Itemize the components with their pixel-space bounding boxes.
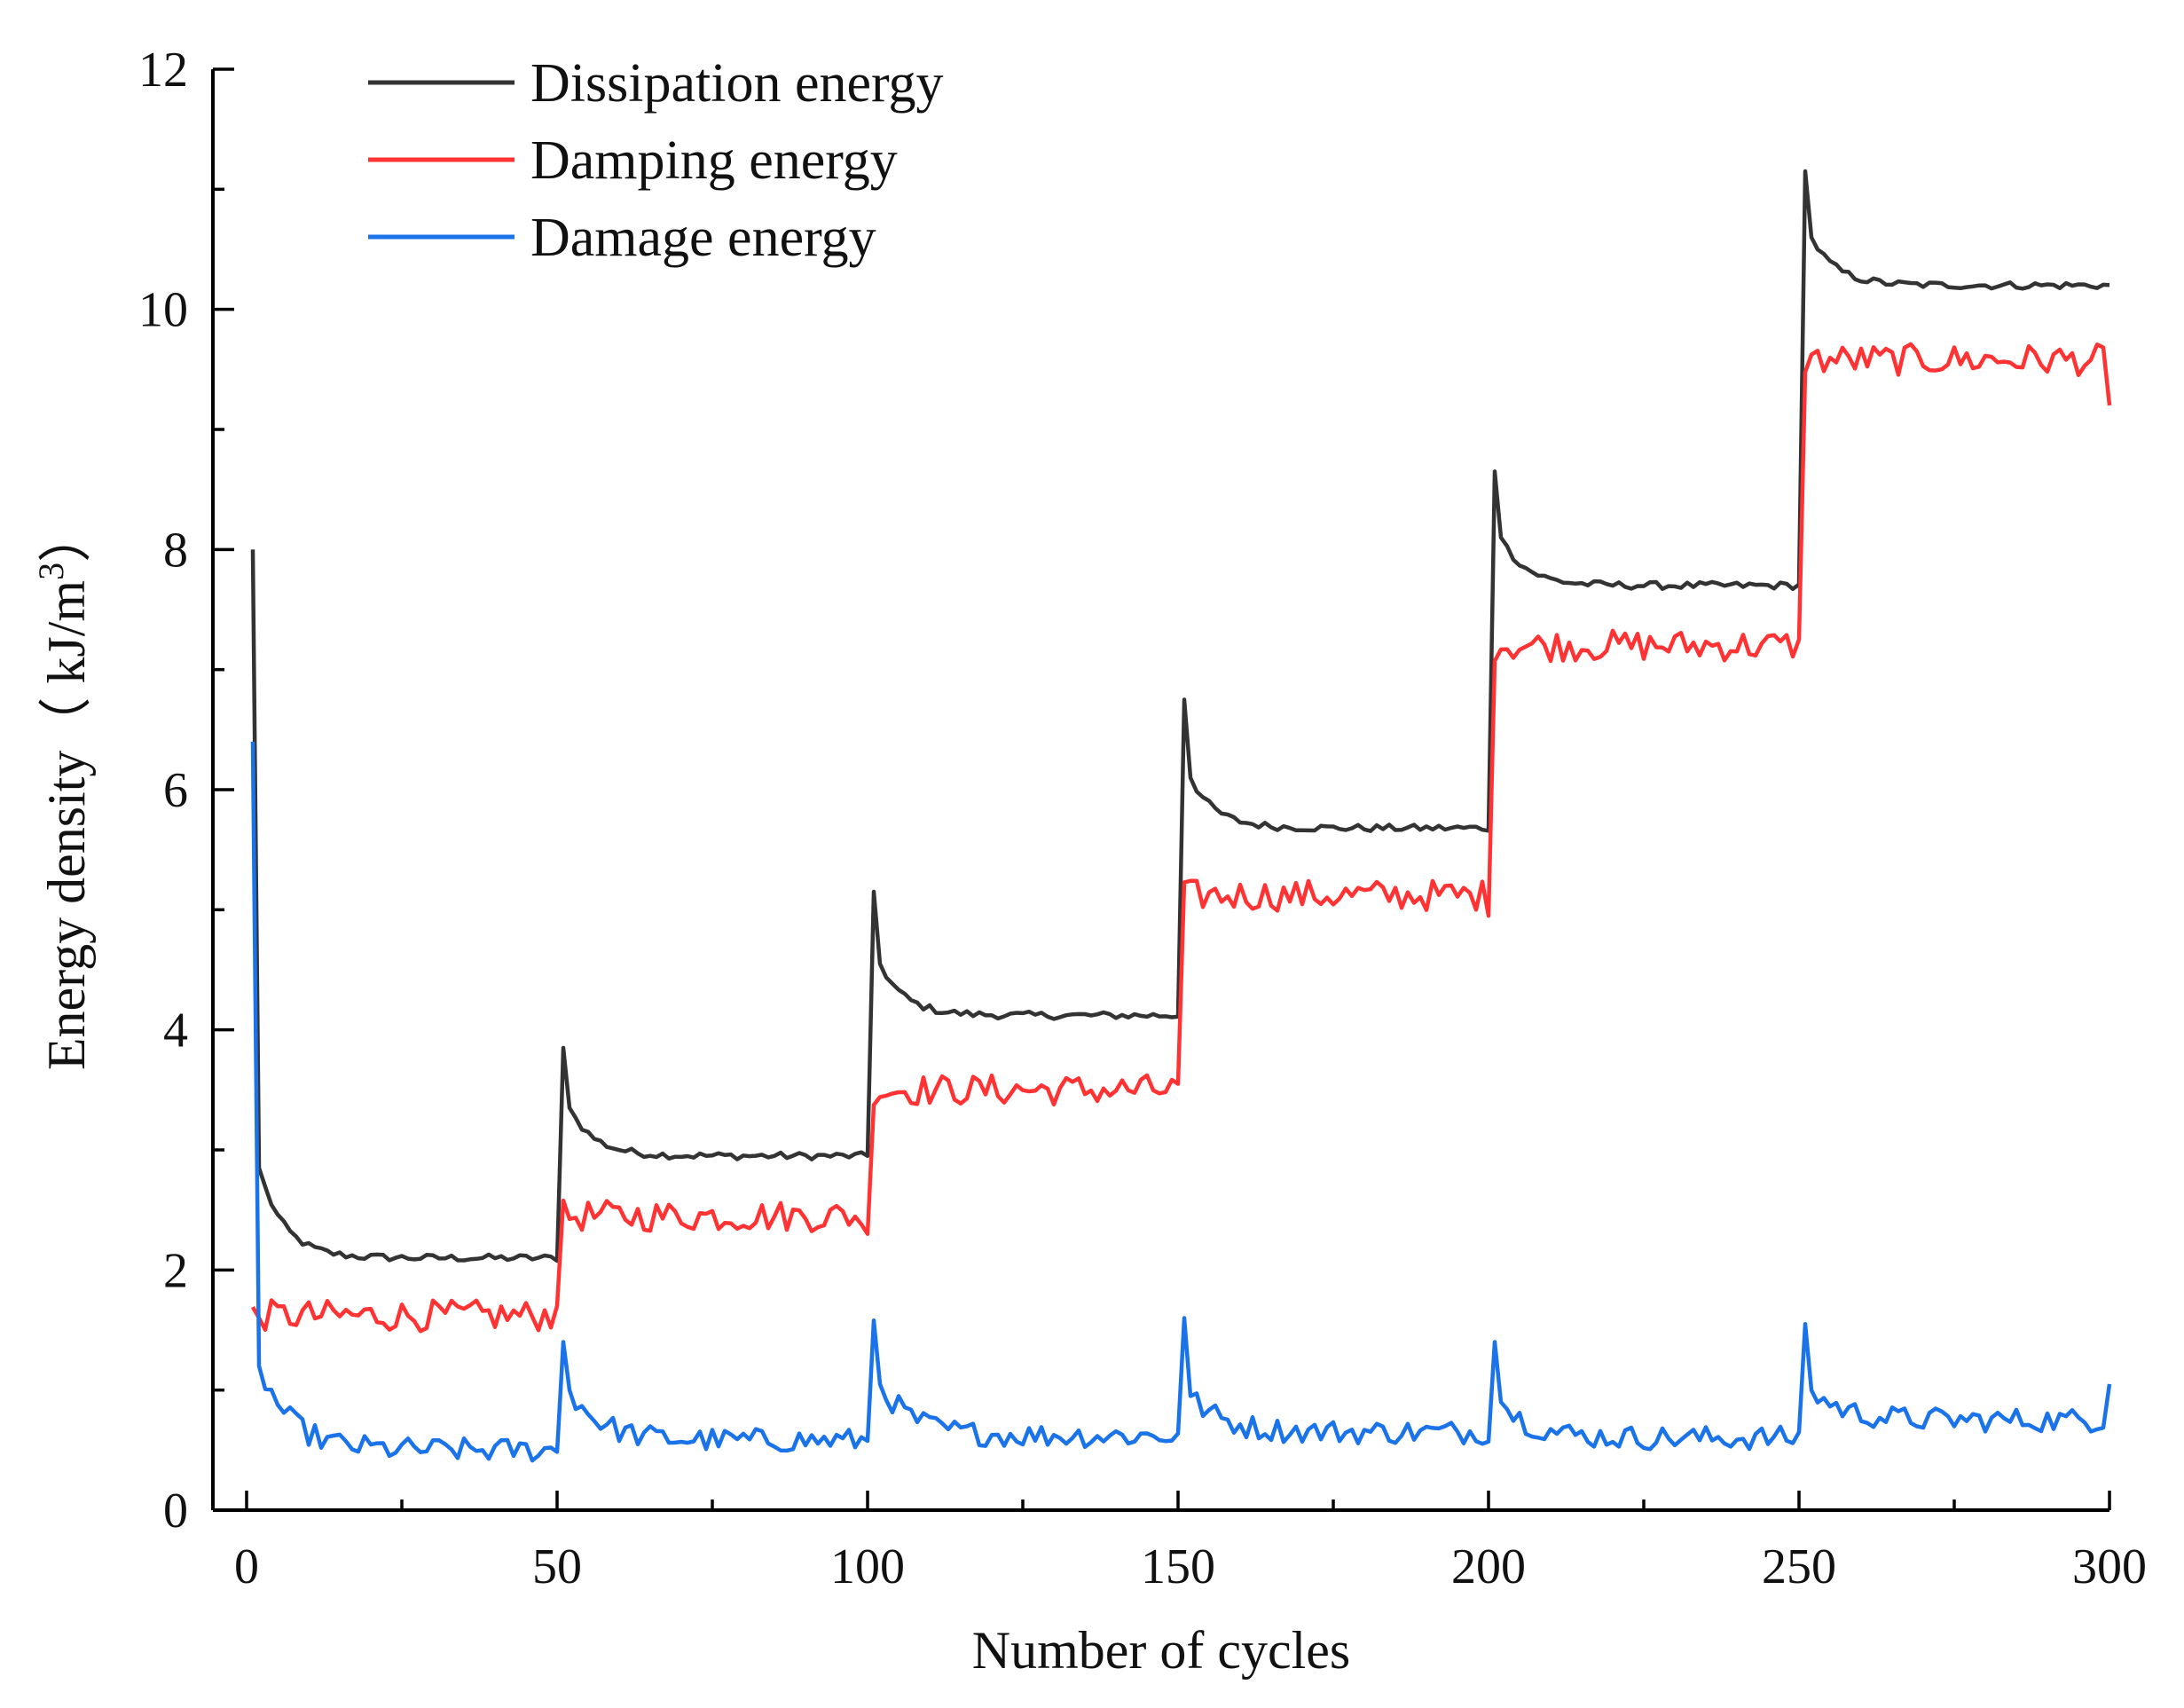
series-line-damage — [250, 741, 2112, 1463]
legend-label-dissipation: Dissipation energy — [530, 53, 944, 114]
y-tick-label: 8 — [163, 523, 188, 578]
series-line-dissipation — [250, 169, 2110, 1263]
x-tick-label: 150 — [1141, 1539, 1215, 1594]
x-axis-title: Number of cycles — [972, 1621, 1351, 1680]
legend-item-damping: Damping energy — [368, 130, 898, 191]
y-tick-label: 10 — [138, 283, 188, 338]
y-tick-label: 6 — [163, 763, 188, 818]
x-tick-label: 50 — [532, 1539, 582, 1594]
y-tick-label: 0 — [163, 1484, 188, 1539]
y-tick-label: 4 — [163, 1004, 188, 1059]
y-tick-label: 2 — [163, 1243, 188, 1298]
x-tick-label: 0 — [234, 1539, 259, 1594]
x-tick-label: 250 — [1762, 1539, 1836, 1594]
y-axis-title-main: Energy density（ kJ/m — [37, 580, 96, 1070]
y-axis-title-superscript: 3 — [31, 563, 71, 580]
y-axis-title: Energy density（ kJ/m3） — [31, 509, 96, 1070]
ticks-group: 0 50 100 150 200 250 300 0 2 4 6 8 10 12 — [138, 43, 2147, 1594]
axes-group — [211, 69, 2109, 1512]
legend-item-damage: Damage energy — [368, 208, 876, 268]
x-tick-label: 100 — [830, 1539, 905, 1594]
legend-label-damage: Damage energy — [530, 208, 876, 268]
y-axis-title-close: ） — [37, 509, 96, 563]
x-tick-label: 300 — [2072, 1539, 2147, 1594]
legend: Dissipation energy Damping energy Damage… — [368, 53, 944, 268]
x-tick-label: 200 — [1451, 1539, 1526, 1594]
series-line-damping — [251, 342, 2112, 1334]
legend-label-damping: Damping energy — [530, 130, 898, 191]
legend-item-dissipation: Dissipation energy — [368, 53, 944, 114]
y-tick-label: 12 — [138, 43, 188, 98]
series-group — [250, 169, 2112, 1463]
